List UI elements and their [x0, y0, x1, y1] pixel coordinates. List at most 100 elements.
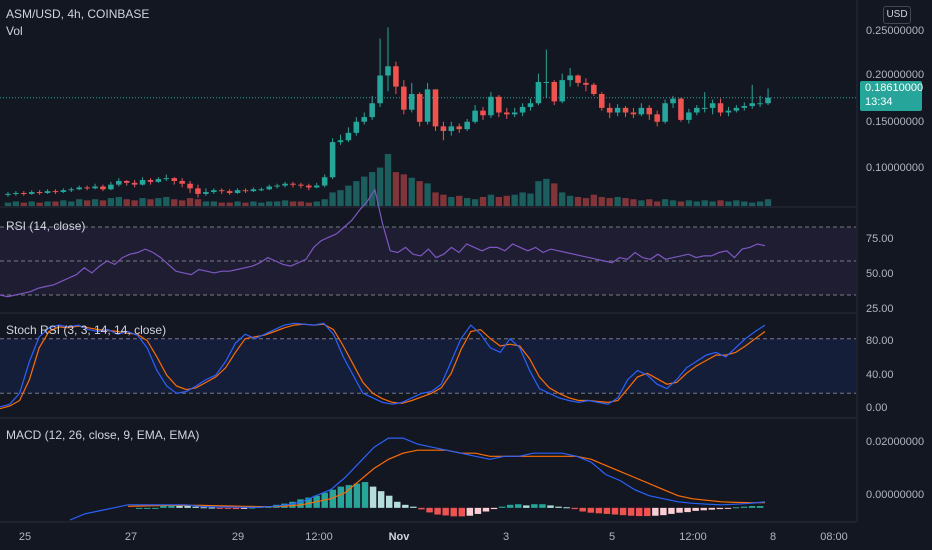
- macd-histogram-bar: [660, 507, 667, 516]
- volume-bar: [590, 194, 598, 206]
- macd-histogram-bar: [377, 491, 385, 508]
- symbol-title[interactable]: ASM/USD, 4h, COINBASE: [6, 7, 150, 21]
- volume-bar: [654, 201, 661, 206]
- volume-bar: [234, 201, 241, 206]
- volume-bar: [226, 202, 233, 206]
- macd-histogram-bar: [305, 497, 312, 508]
- volume-bar: [376, 167, 384, 206]
- candle-body: [131, 182, 138, 185]
- candle-body: [717, 103, 724, 113]
- volume-bar: [123, 199, 130, 206]
- candle-body: [488, 96, 494, 116]
- macd-histogram-bar: [466, 507, 474, 516]
- volume-bar: [107, 198, 115, 206]
- volume-bar: [202, 201, 210, 206]
- bar-countdown: 13:34: [865, 96, 893, 108]
- macd-histogram-bar: [579, 507, 586, 512]
- macd-histogram-bar: [700, 507, 707, 511]
- candle-body: [234, 190, 241, 193]
- candle-body: [393, 66, 399, 87]
- macd-histogram-bar: [523, 505, 530, 508]
- candle-body: [44, 191, 51, 193]
- rsi-tick: 75.00: [866, 233, 894, 245]
- macd-histogram-bar: [571, 507, 578, 510]
- volume-bar: [4, 202, 12, 206]
- candle-body: [496, 96, 502, 113]
- candle-body: [123, 180, 130, 183]
- macd-histogram-bar: [208, 507, 216, 509]
- candle-body: [274, 185, 280, 187]
- candle-body: [385, 66, 391, 76]
- stoch-title[interactable]: Stoch RSI (3, 3, 14, 14, close): [6, 323, 167, 337]
- time-tick: 8: [769, 531, 777, 543]
- volume-bar: [186, 198, 194, 206]
- volume-bar: [131, 200, 138, 206]
- volume-bar: [99, 200, 107, 206]
- volume-bar: [178, 200, 186, 206]
- volume-bar: [646, 199, 653, 206]
- macd-histogram-bar: [426, 507, 433, 513]
- candle-body: [424, 89, 431, 122]
- candle-body: [503, 112, 510, 115]
- candle-body: [203, 192, 209, 194]
- macd-histogram-bar: [168, 504, 175, 508]
- volume-bar: [495, 196, 503, 206]
- last-price: 0.18610000: [865, 82, 924, 94]
- candle-body: [321, 177, 328, 186]
- macd-histogram-bar: [361, 482, 369, 508]
- volume-bar: [297, 201, 305, 206]
- candle-body: [226, 191, 233, 193]
- macd-title[interactable]: MACD (12, 26, close, 9, EMA, EMA): [6, 428, 200, 442]
- candle-body: [5, 193, 11, 195]
- volume-label[interactable]: Vol: [6, 24, 23, 38]
- time-tick: 12:00: [305, 531, 333, 543]
- macd-histogram-bar: [329, 489, 336, 508]
- volume-bar: [598, 196, 605, 206]
- macd-histogram-bar: [369, 486, 377, 508]
- macd-histogram-bar: [555, 506, 562, 508]
- candle-body: [187, 183, 193, 189]
- candle-body: [678, 98, 684, 120]
- volume-bar: [693, 201, 700, 206]
- candle-body: [250, 189, 257, 192]
- candle-body: [345, 132, 352, 141]
- candle-body: [211, 190, 217, 193]
- macd-histogram-bar: [136, 507, 143, 509]
- macd-histogram-bar: [160, 504, 167, 508]
- volume-bar: [416, 181, 423, 206]
- volume-bar: [392, 172, 400, 206]
- volume-bar: [68, 201, 75, 206]
- volume-bar: [305, 202, 312, 206]
- macd-histogram-bar: [353, 483, 361, 508]
- candle-body: [92, 186, 98, 189]
- volume-bar: [551, 183, 558, 206]
- volume-bar: [242, 202, 249, 206]
- candle-body: [464, 121, 470, 130]
- volume-bar: [313, 201, 320, 206]
- volume-bar: [519, 192, 526, 206]
- volume-bar: [677, 201, 685, 206]
- volume-bar: [12, 201, 20, 206]
- candle-body: [583, 82, 589, 85]
- time-tick: 12:00: [679, 531, 707, 543]
- candle-body: [76, 187, 82, 190]
- volume-bar: [479, 196, 487, 206]
- candle-body: [13, 192, 19, 194]
- currency-button[interactable]: USD: [883, 6, 911, 24]
- candle-body: [298, 184, 304, 186]
- volume-bar: [741, 201, 748, 206]
- candle-body: [701, 107, 708, 109]
- rsi-title[interactable]: RSI (14, close): [6, 219, 86, 233]
- candle-body: [147, 180, 154, 182]
- candle-body: [709, 103, 716, 108]
- macd-histogram-bar: [498, 506, 506, 508]
- volume-bar: [661, 199, 669, 206]
- candle-body: [377, 75, 383, 104]
- macd-histogram-bar: [490, 507, 498, 510]
- volume-bar: [20, 202, 27, 206]
- candle-body: [68, 189, 75, 191]
- macd-histogram-bar: [724, 507, 732, 509]
- candle-body: [401, 86, 407, 110]
